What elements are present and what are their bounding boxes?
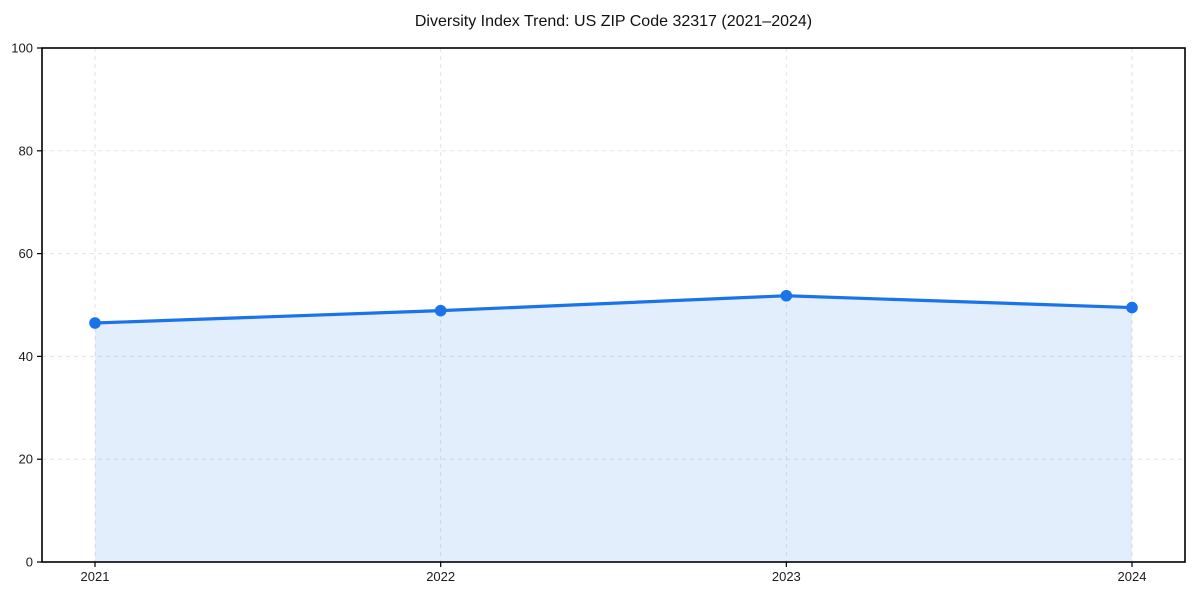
y-tick-label: 80 [19,143,33,158]
area-fill [95,295,1132,562]
data-point-marker [780,289,793,302]
y-tick-label: 100 [11,41,33,56]
data-point-marker [1126,301,1138,314]
plot-border [41,47,1186,563]
chart-title: Diversity Index Trend: US ZIP Code 32317… [414,13,813,30]
x-tick-label: 2023 [772,569,801,584]
trend-line [93,294,1134,325]
y-tick-label: 20 [19,452,33,467]
x-tick-label: 2024 [1118,569,1147,584]
y-tick-label: 60 [19,246,33,261]
y-tick-label: 0 [26,555,33,570]
data-point-marker [434,304,447,317]
x-tick-label: 2021 [81,569,110,584]
x-tick-label: 2022 [426,569,455,584]
y-tick-label: 40 [19,349,33,364]
data-point-marker [89,317,101,329]
